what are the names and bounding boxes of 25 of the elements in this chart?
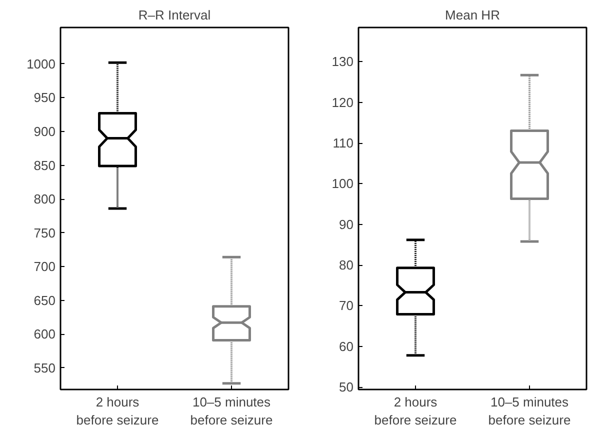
y-tick-label: 700 bbox=[34, 259, 56, 274]
y-tick-label: 950 bbox=[34, 90, 56, 106]
y-tick-label: 130 bbox=[332, 54, 354, 70]
y-tick-label: 850 bbox=[34, 158, 56, 173]
y-tick-label: 650 bbox=[34, 292, 56, 308]
y-tick-label: 70 bbox=[339, 298, 354, 314]
y-tick-label: 90 bbox=[339, 216, 354, 232]
chart-title: Mean HR bbox=[445, 8, 500, 22]
y-tick-label: 50 bbox=[339, 380, 354, 395]
y-tick-label: 1000 bbox=[26, 56, 56, 72]
y-tick-label: 120 bbox=[332, 94, 354, 110]
y-tick-label: 800 bbox=[34, 192, 56, 207]
x-tick-label: 2 hours before seizure bbox=[374, 394, 457, 428]
chart-title: R–R Interval bbox=[138, 8, 211, 22]
y-tick-label: 750 bbox=[34, 225, 56, 240]
y-tick-label: 900 bbox=[34, 124, 56, 140]
x-tick-label: 10–5 minutes before seizure bbox=[488, 394, 571, 428]
y-tick-label: 80 bbox=[339, 258, 354, 273]
y-tick-label: 600 bbox=[34, 326, 56, 342]
y-tick-label: 60 bbox=[339, 338, 354, 354]
y-tick-label: 110 bbox=[332, 136, 354, 151]
x-tick-label: 2 hours before seizure bbox=[76, 394, 159, 428]
y-tick-label: 550 bbox=[34, 360, 56, 376]
y-tick-label: 100 bbox=[332, 176, 354, 192]
x-tick-label: 10–5 minutes before seizure bbox=[190, 394, 273, 428]
